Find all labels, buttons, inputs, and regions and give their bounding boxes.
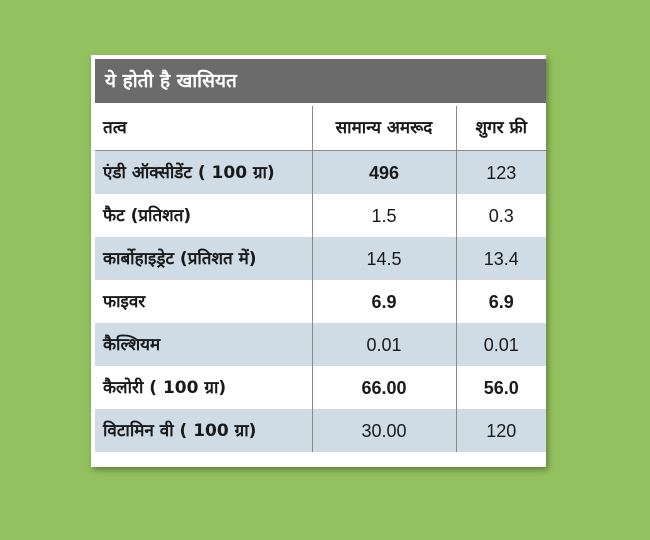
table-row: कार्बोहाइड्रेट (प्रतिशत में) 14.5 13.4: [95, 237, 546, 280]
table-header-row: तत्व सामान्य अमरूद शुगर फ्री: [95, 106, 546, 151]
table-row: फैट (प्रतिशत) 1.5 0.3: [95, 194, 546, 237]
sugar-free-value: 13.4: [455, 237, 546, 280]
normal-guava-value: 30.00: [311, 409, 456, 452]
sugar-free-value: 123: [455, 150, 546, 194]
row-label: एंडी ऑक्सीडेंट ( 100 ग्रा): [95, 150, 312, 194]
table-title-bar: ये होती है खासियत: [95, 59, 546, 105]
sugar-free-value: 0.01: [455, 323, 546, 366]
normal-guava-value: 66.00: [311, 366, 456, 409]
row-label: विटामिन वी ( 100 ग्रा): [95, 409, 312, 452]
sugar-free-value: 6.9: [455, 280, 546, 323]
nutrition-table-card: ये होती है खासियत तत्व सामान्य अमरूद शुग…: [91, 55, 546, 467]
column-header-normal-guava: सामान्य अमरूद: [311, 106, 456, 151]
row-label: कैल्शियम: [95, 323, 312, 366]
table-row: विटामिन वी ( 100 ग्रा) 30.00 120: [95, 409, 546, 452]
normal-guava-value: 496: [311, 150, 456, 194]
row-label: कैलोरी ( 100 ग्रा): [95, 366, 312, 409]
row-label: फैट (प्रतिशत): [95, 194, 312, 237]
row-label: कार्बोहाइड्रेट (प्रतिशत में): [95, 237, 312, 280]
column-header-sugar-free: शुगर फ्री: [455, 106, 546, 151]
table-row: फाइवर 6.9 6.9: [95, 280, 546, 323]
column-header-element: तत्व: [95, 106, 312, 151]
table-row: कैलोरी ( 100 ग्रा) 66.00 56.0: [95, 366, 546, 409]
nutrition-table: तत्व सामान्य अमरूद शुगर फ्री एंडी ऑक्सीड…: [95, 106, 546, 452]
normal-guava-value: 14.5: [311, 237, 456, 280]
sugar-free-value: 120: [455, 409, 546, 452]
normal-guava-value: 1.5: [311, 194, 456, 237]
table-row: कैल्शियम 0.01 0.01: [95, 323, 546, 366]
sugar-free-value: 0.3: [455, 194, 546, 237]
table-row: एंडी ऑक्सीडेंट ( 100 ग्रा) 496 123: [95, 150, 546, 194]
sugar-free-value: 56.0: [455, 366, 546, 409]
normal-guava-value: 0.01: [311, 323, 456, 366]
table-title: ये होती है खासियत: [105, 70, 237, 92]
row-label: फाइवर: [95, 280, 312, 323]
normal-guava-value: 6.9: [311, 280, 456, 323]
